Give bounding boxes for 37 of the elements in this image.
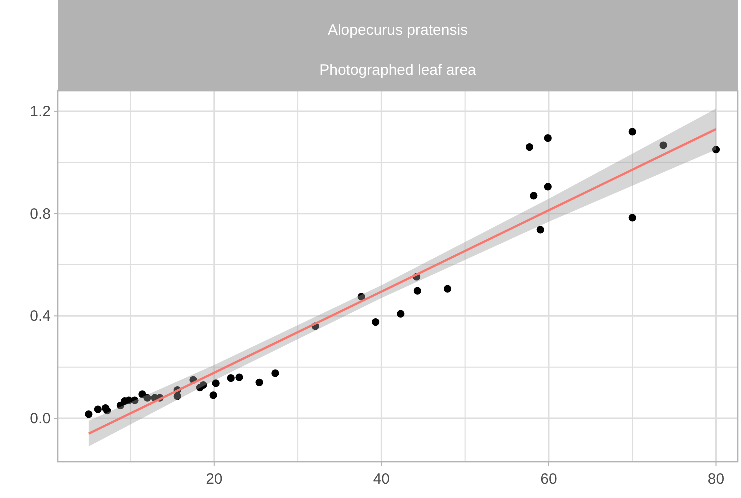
point bbox=[530, 192, 538, 200]
x-tick-label: 40 bbox=[373, 471, 390, 488]
point bbox=[544, 134, 552, 142]
y-tick-label: 1.2 bbox=[30, 103, 51, 120]
point bbox=[628, 214, 636, 222]
point bbox=[131, 396, 139, 404]
point bbox=[414, 287, 422, 295]
text: 0.0 bbox=[30, 410, 51, 428]
point bbox=[144, 394, 152, 402]
chart-title: Alopecurus pratensis bbox=[328, 22, 468, 39]
point bbox=[227, 374, 235, 382]
x-tick-label: 60 bbox=[540, 471, 558, 488]
point bbox=[628, 128, 636, 136]
point bbox=[200, 381, 208, 390]
point bbox=[397, 310, 405, 318]
point bbox=[358, 293, 366, 301]
x-tick-label: 80 bbox=[708, 471, 725, 488]
point bbox=[236, 374, 244, 382]
point bbox=[660, 142, 668, 150]
y-tick-label: 0.8 bbox=[30, 206, 51, 223]
point bbox=[210, 392, 218, 400]
y-tick-label: 0.4 bbox=[30, 308, 51, 326]
point bbox=[104, 407, 112, 415]
point bbox=[372, 318, 380, 326]
point bbox=[256, 378, 264, 386]
point bbox=[444, 285, 452, 293]
point bbox=[526, 143, 534, 152]
point bbox=[544, 183, 552, 191]
point bbox=[85, 410, 93, 418]
point bbox=[712, 146, 720, 154]
point bbox=[94, 406, 102, 414]
x-tick-label: 20 bbox=[206, 471, 223, 488]
chart-subtitle: Photographed leaf area bbox=[320, 62, 478, 79]
point bbox=[116, 402, 125, 410]
point bbox=[272, 370, 280, 378]
point bbox=[212, 380, 220, 388]
point bbox=[536, 226, 544, 234]
